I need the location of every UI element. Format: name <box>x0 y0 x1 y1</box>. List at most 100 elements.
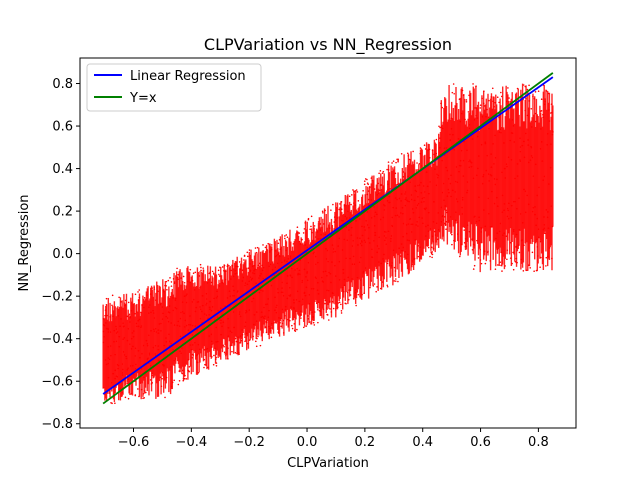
scatter-point <box>281 261 283 264</box>
scatter-point <box>321 210 324 213</box>
scatter-point <box>540 110 543 112</box>
x-tick-label: 0.4 <box>412 435 433 450</box>
scatter-point <box>513 141 516 143</box>
scatter-point <box>434 234 437 236</box>
scatter-point <box>151 287 153 289</box>
y-tick-label: 0.0 <box>52 247 73 262</box>
scatter-point <box>256 246 259 249</box>
scatter-point <box>364 178 367 180</box>
scatter-point <box>291 327 294 330</box>
scatter-point <box>533 270 535 273</box>
scatter-point <box>529 267 532 269</box>
scatter-point <box>433 168 436 170</box>
scatter-point <box>482 102 485 105</box>
y-tick-label: −0.8 <box>41 417 73 432</box>
scatter-point <box>106 314 108 317</box>
scatter-point <box>189 324 192 326</box>
scatter-point <box>262 277 264 280</box>
scatter-point <box>488 116 490 119</box>
scatter-point <box>404 204 407 207</box>
scatter-point <box>511 262 513 265</box>
scatter-point <box>192 354 195 356</box>
scatter-point <box>117 315 120 317</box>
scatter-point <box>332 203 334 206</box>
scatter-point <box>397 158 400 161</box>
scatter-point <box>480 262 483 265</box>
scatter-point <box>431 251 434 253</box>
scatter-point <box>347 210 349 213</box>
scatter-point <box>394 172 397 175</box>
scatter-point <box>356 237 359 239</box>
scatter-point <box>104 314 106 317</box>
scatter-point <box>302 232 305 234</box>
scatter-point <box>348 217 351 219</box>
scatter-point <box>129 317 132 319</box>
scatter-point <box>223 264 226 267</box>
scatter-point <box>472 83 474 85</box>
scatter-point <box>169 277 171 279</box>
scatter-point <box>215 362 218 364</box>
scatter-point <box>296 226 299 228</box>
scatter-point <box>394 280 397 282</box>
scatter-point <box>539 266 541 269</box>
scatter-point <box>297 273 299 276</box>
scatter-point <box>223 345 225 348</box>
scatter-point <box>168 333 170 336</box>
scatter-point <box>289 295 291 297</box>
scatter-point <box>319 237 321 240</box>
scatter-point <box>347 298 350 301</box>
scatter-point <box>429 255 431 258</box>
scatter-point <box>194 271 197 274</box>
scatter-point <box>477 155 480 157</box>
scatter-point <box>526 88 529 91</box>
scatter-point <box>492 143 494 145</box>
scatter-point <box>281 322 284 325</box>
scatter-point <box>439 147 441 149</box>
scatter-point <box>300 313 302 316</box>
scatter-point <box>160 385 163 388</box>
scatter-point <box>454 219 457 222</box>
scatter-point <box>170 285 173 287</box>
scatter-point <box>431 256 433 259</box>
scatter-point <box>167 279 170 282</box>
scatter-point <box>237 336 239 339</box>
scatter-point <box>351 278 353 280</box>
scatter-point <box>246 251 249 254</box>
scatter-point <box>508 97 510 99</box>
scatter-point <box>545 256 548 259</box>
scatter-point <box>420 191 423 194</box>
scatter-point <box>163 365 165 367</box>
scatter-point <box>285 234 288 236</box>
scatter-point <box>151 382 154 384</box>
scatter-points <box>102 83 554 405</box>
legend-label-linear-regression: Linear Regression <box>130 69 246 84</box>
scatter-point <box>225 354 227 357</box>
scatter-point <box>346 217 348 219</box>
scatter-point <box>370 217 373 219</box>
scatter-point <box>194 341 196 344</box>
scatter-point <box>317 321 319 324</box>
scatter-point <box>451 243 453 246</box>
scatter-point <box>219 275 221 277</box>
scatter-point <box>497 264 499 266</box>
scatter-point <box>107 357 110 359</box>
x-tick-label: 0.0 <box>297 435 318 450</box>
scatter-point <box>427 246 430 249</box>
scatter-point <box>191 356 193 359</box>
scatter-point <box>203 366 205 369</box>
scatter-point <box>417 225 419 227</box>
scatter-point <box>358 261 361 264</box>
scatter-point <box>306 279 309 282</box>
scatter-point <box>507 156 510 159</box>
scatter-point <box>507 87 509 89</box>
scatter-point <box>172 297 174 299</box>
scatter-point <box>496 96 499 99</box>
scatter-point <box>257 335 259 338</box>
scatter-point <box>386 168 388 171</box>
scatter-point <box>270 336 273 339</box>
scatter-point <box>455 166 458 168</box>
scatter-point <box>189 315 191 317</box>
scatter-point <box>487 197 490 200</box>
scatter-point <box>481 115 484 118</box>
scatter-point <box>461 213 464 215</box>
